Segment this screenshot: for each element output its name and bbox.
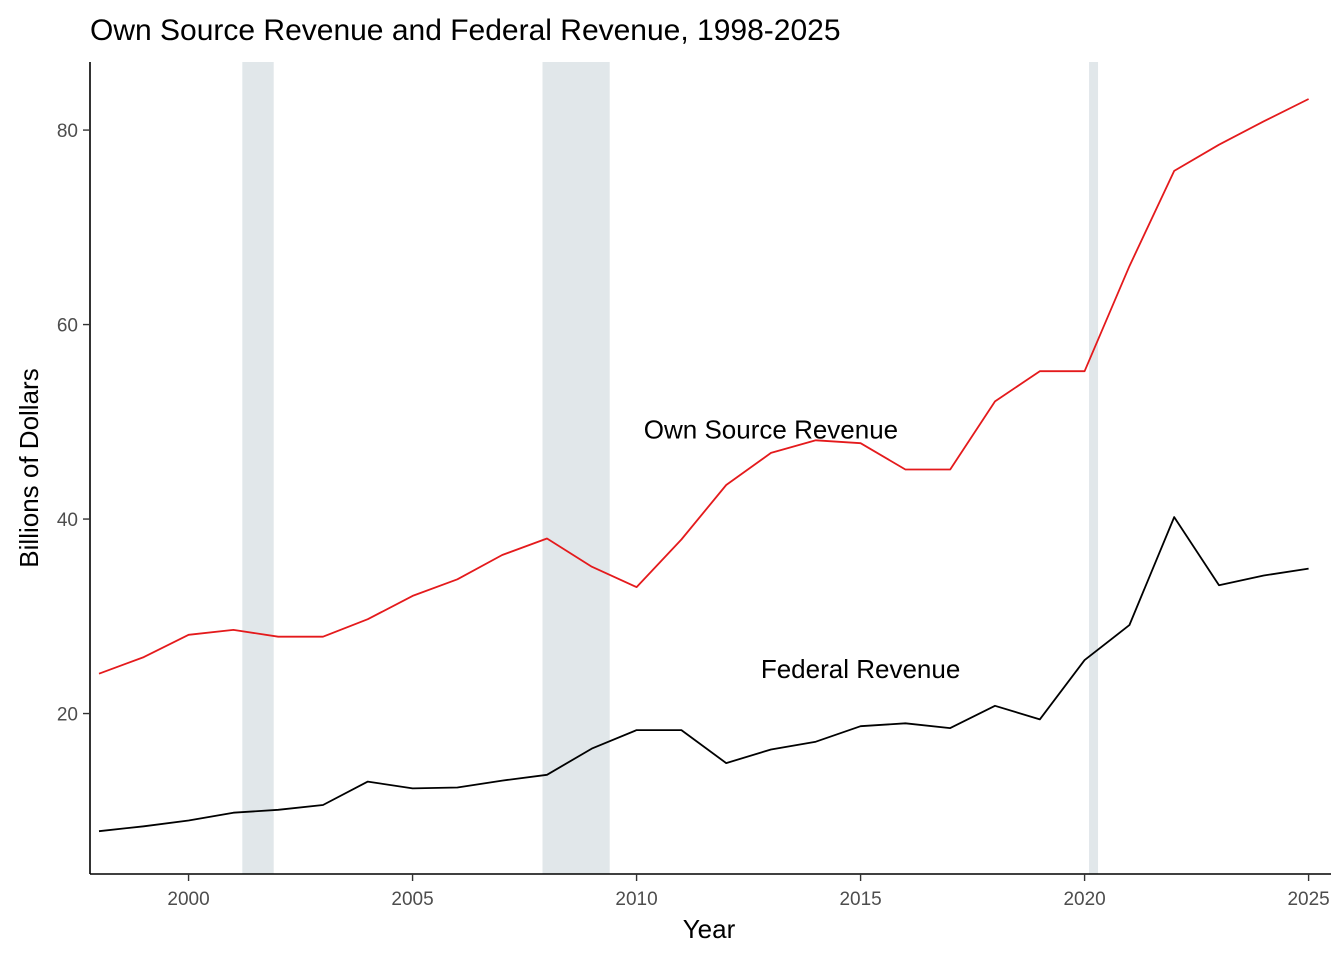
y-axis-title: Billions of Dollars (14, 368, 44, 567)
x-tick-label: 2025 (1287, 889, 1329, 910)
x-axis-ticks: 2000 2005 2010 2015 2020 2025 (167, 874, 1330, 910)
x-axis-title: Year (683, 914, 736, 944)
x-tick-label: 2005 (391, 889, 433, 910)
x-tick-label: 2020 (1063, 889, 1105, 910)
axes (89, 62, 1331, 875)
chart-title: Own Source Revenue and Federal Revenue, … (90, 14, 841, 47)
x-tick-label: 2015 (839, 889, 881, 910)
x-tick-label: 2010 (615, 889, 657, 910)
shaded-period-3 (1089, 62, 1099, 874)
y-tick-label: 80 (57, 121, 78, 142)
series-line-federal-revenue (98, 516, 1309, 833)
shaded-period-2 (542, 62, 610, 874)
x-tick-label: 2000 (167, 889, 209, 910)
y-tick-label: 40 (57, 510, 78, 531)
series-line-own-source-revenue (98, 98, 1310, 675)
annotation-federal-revenue: Federal Revenue (761, 654, 960, 684)
y-tick-label: 20 (57, 705, 78, 726)
annotation-own-source-revenue: Own Source Revenue (644, 415, 898, 445)
annotations: Own Source Revenue Federal Revenue (644, 415, 961, 684)
y-tick-label: 60 (57, 316, 78, 337)
series-lines (98, 98, 1310, 833)
recession-bands (242, 62, 1099, 874)
shaded-period-1 (242, 62, 274, 874)
y-axis-ticks: 20 40 60 80 (57, 121, 90, 726)
